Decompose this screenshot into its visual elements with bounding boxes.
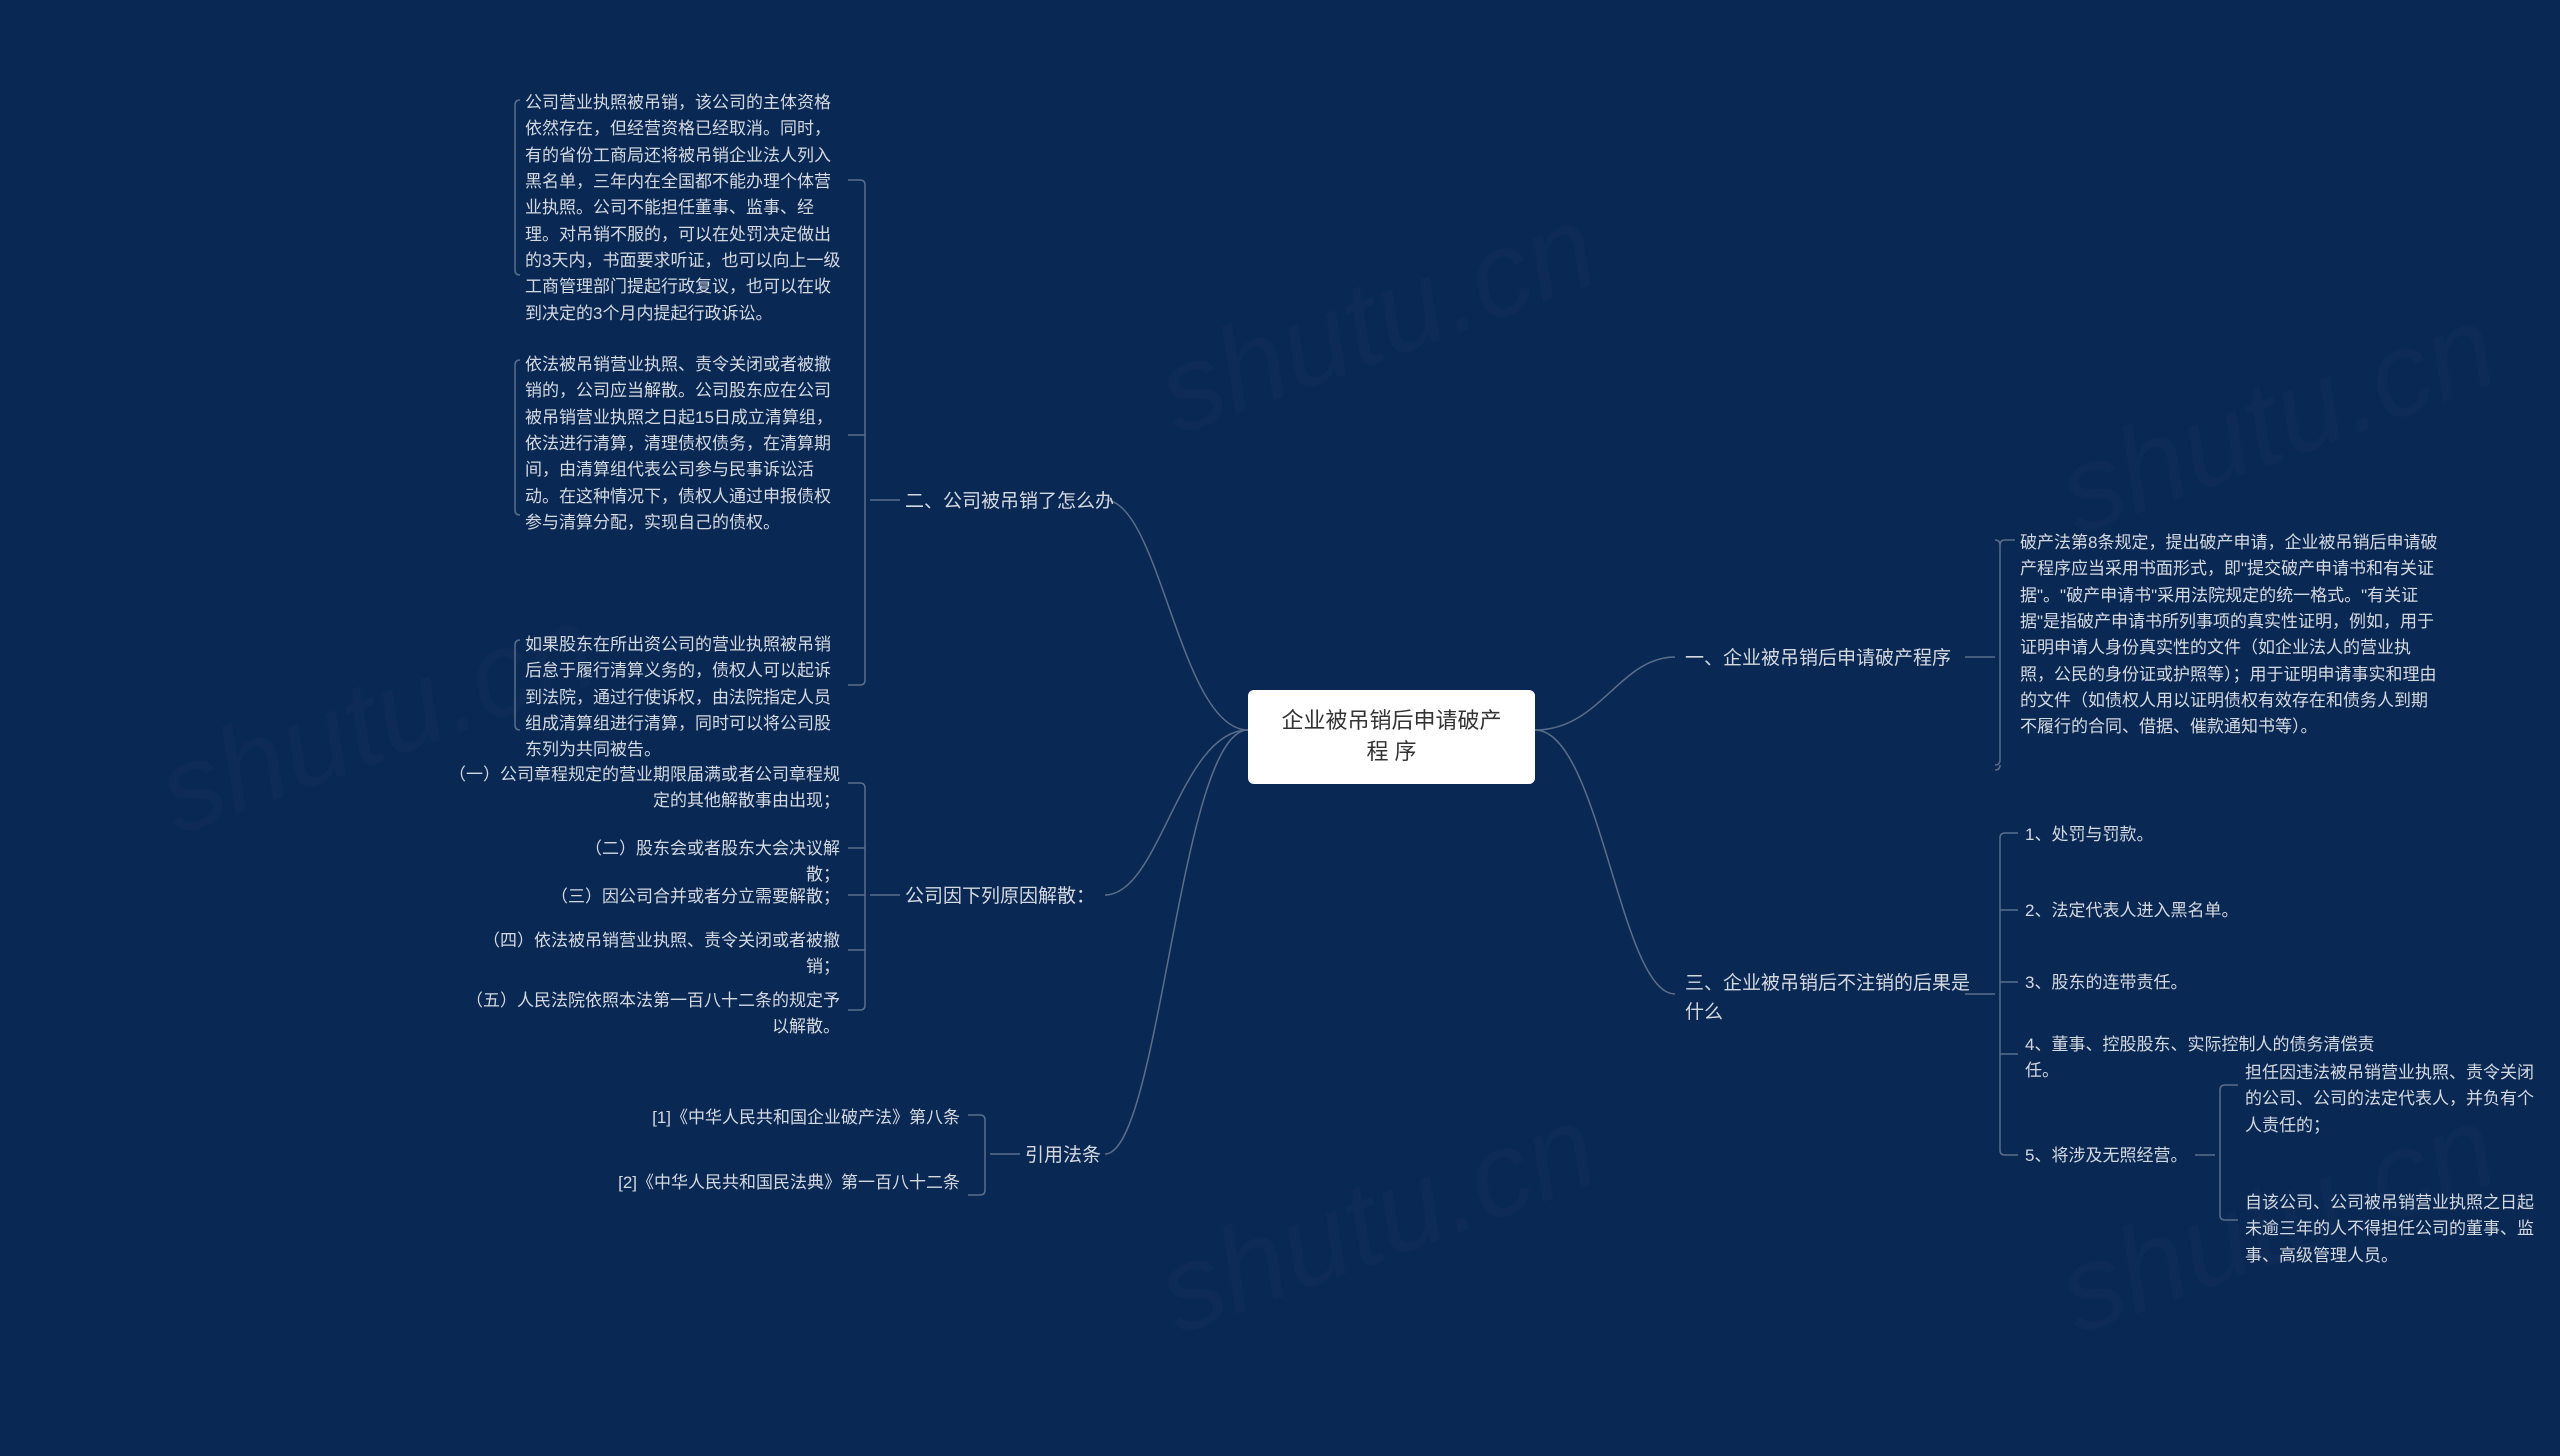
center-node: 企业被吊销后申请破产程 序 (1248, 690, 1535, 784)
law-l1: [1]《中华人民共和国企业破产法》第八条 (620, 1105, 960, 1131)
branch-3-item-2: 2、法定代表人进入黑名单。 (2025, 898, 2238, 924)
dissolve-d4: （四）依法被吊销营业执照、责令关闭或者被撤销； (450, 928, 840, 981)
watermark: shutu.cn (2040, 277, 2513, 562)
branch-2-label: 二、公司被吊销了怎么办 (905, 488, 1114, 517)
dissolve-d5: （五）人民法院依照本法第一百八十二条的规定予以解散。 (450, 988, 840, 1041)
law-label: 引用法条 (1025, 1142, 1101, 1171)
branch-3-item-5: 5、将涉及无照经营。 (2025, 1143, 2187, 1169)
branch-2-p3: 如果股东在所出资公司的营业执照被吊销后怠于履行清算义务的，债权人可以起诉到法院，… (525, 632, 845, 764)
dissolve-d2: （二）股东会或者股东大会决议解散； (560, 836, 840, 889)
law-l2: [2]《中华人民共和国民法典》第一百八十二条 (600, 1170, 960, 1196)
dissolve-d3: （三）因公司合并或者分立需要解散； (540, 884, 840, 910)
branch-3-item-1: 1、处罚与罚款。 (2025, 822, 2153, 848)
branch-1-detail: 破产法第8条规定，提出破产申请，企业被吊销后申请破产程序应当采用书面形式，即"提… (2020, 530, 2440, 741)
branch-3-label: 三、企业被吊销后不注销的后果是 什么 (1685, 970, 1985, 1027)
branch-1-label: 一、企业被吊销后申请破产程序 (1685, 645, 1951, 674)
branch-2-p2: 依法被吊销营业执照、责令关闭或者被撤销的，公司应当解散。公司股东应在公司被吊销营… (525, 352, 845, 536)
dissolve-d1: （一）公司章程规定的营业期限届满或者公司章程规定的其他解散事由出现； (440, 762, 840, 815)
watermark: shutu.cn (1140, 1077, 1613, 1362)
dissolve-label: 公司因下列原因解散： (905, 883, 1095, 912)
branch-3-item-5-sub2: 自该公司、公司被吊销营业执照之日起未逾三年的人不得担任公司的董事、监事、高级管理… (2245, 1190, 2535, 1269)
watermark: shutu.cn (1140, 177, 1613, 462)
branch-3-item-3: 3、股东的连带责任。 (2025, 970, 2187, 996)
branch-3-item-5-sub1: 担任因违法被吊销营业执照、责令关闭的公司、公司的法定代表人，并负有个人责任的； (2245, 1060, 2535, 1139)
branch-2-p1: 公司营业执照被吊销，该公司的主体资格依然存在，但经营资格已经取消。同时，有的省份… (525, 90, 845, 327)
